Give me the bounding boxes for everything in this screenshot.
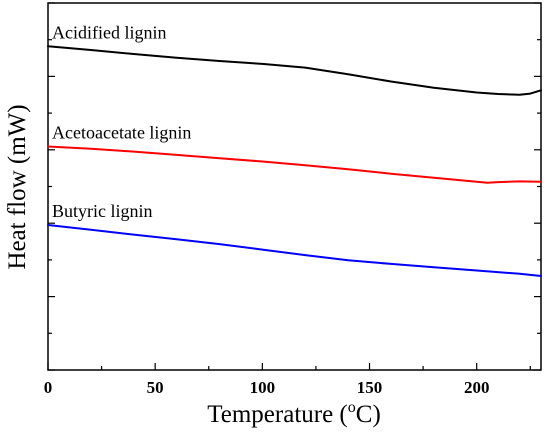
x-tick-label: 100 (250, 378, 276, 397)
plot-frame (47, 2, 542, 371)
x-axis-title-unit: C) (356, 401, 381, 428)
series-label-1: Acidified lignin (52, 22, 166, 42)
x-tick-label: 150 (357, 378, 383, 397)
series-label-3: Butyric lignin (52, 201, 153, 221)
y-axis-title: Heat flow (mW) (4, 104, 31, 269)
series-line-2 (47, 145, 542, 184)
series-lines (47, 45, 542, 277)
x-axis-title-superscript: o (348, 399, 356, 416)
series-line-3 (47, 224, 542, 277)
x-tick-label: 50 (147, 378, 164, 397)
series-labels: Acidified lignin Acetoacetate lignin Butyr… (52, 22, 191, 221)
x-axis-title-main: Temperature ( (207, 401, 348, 428)
x-axis-title: Temperature (oC) (207, 399, 381, 428)
axis-ticks (47, 2, 541, 371)
x-tick-label: 200 (464, 378, 490, 397)
x-tick-labels: 0 50 100 150 200 (44, 378, 490, 397)
x-tick-label: 0 (44, 378, 53, 397)
series-line-1 (47, 45, 542, 96)
series-label-2: Acetoacetate lignin (52, 123, 191, 143)
